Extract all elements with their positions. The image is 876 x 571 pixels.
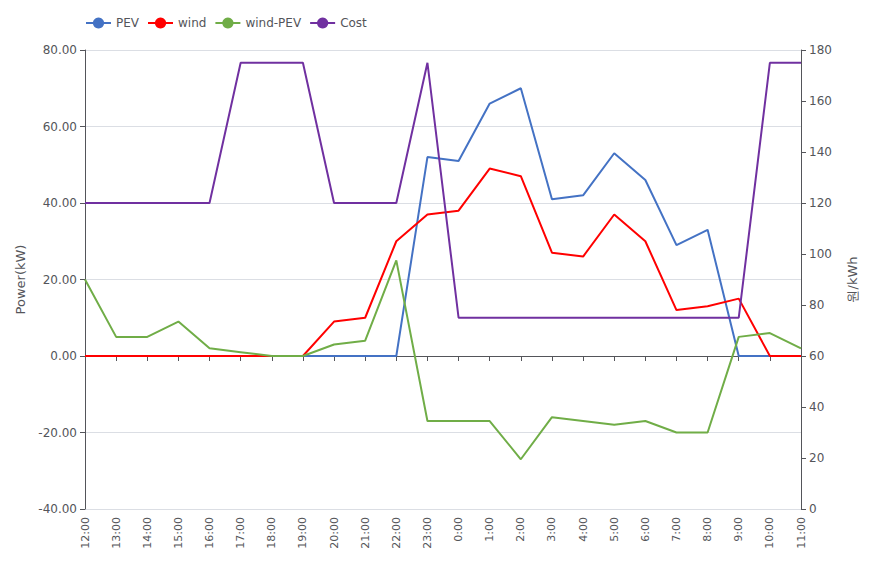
svg-text:13:00: 13:00 — [110, 517, 123, 549]
svg-text:21:00: 21:00 — [359, 517, 372, 549]
svg-text:wind: wind — [178, 16, 206, 30]
svg-text:40: 40 — [809, 400, 824, 414]
svg-text:8:00: 8:00 — [701, 517, 714, 542]
svg-text:80: 80 — [809, 298, 824, 312]
svg-text:180: 180 — [809, 43, 832, 57]
svg-text:12:00: 12:00 — [79, 517, 92, 549]
svg-text:wind-PEV: wind-PEV — [245, 16, 302, 30]
svg-text:160: 160 — [809, 94, 832, 108]
svg-text:20.00: 20.00 — [43, 273, 77, 287]
svg-text:0: 0 — [809, 502, 817, 516]
svg-text:원/kWh: 원/kWh — [845, 256, 860, 302]
svg-text:3:00: 3:00 — [545, 517, 558, 542]
svg-text:0:00: 0:00 — [452, 517, 465, 542]
svg-text:-40.00: -40.00 — [38, 502, 77, 516]
svg-text:0.00: 0.00 — [50, 349, 77, 363]
svg-text:18:00: 18:00 — [265, 517, 278, 549]
svg-text:PEV: PEV — [116, 16, 140, 30]
svg-text:100: 100 — [809, 247, 832, 261]
svg-text:Power(kW): Power(kW) — [13, 245, 28, 315]
svg-text:16:00: 16:00 — [203, 517, 216, 549]
svg-text:1:00: 1:00 — [483, 517, 496, 542]
svg-text:22:00: 22:00 — [390, 517, 403, 549]
svg-text:5:00: 5:00 — [608, 517, 621, 542]
svg-text:20:00: 20:00 — [328, 517, 341, 549]
svg-text:140: 140 — [809, 145, 832, 159]
svg-text:60: 60 — [809, 349, 824, 363]
svg-text:80.00: 80.00 — [43, 43, 77, 57]
svg-text:4:00: 4:00 — [577, 517, 590, 542]
svg-text:-20.00: -20.00 — [38, 426, 77, 440]
svg-text:6:00: 6:00 — [639, 517, 652, 542]
svg-text:15:00: 15:00 — [172, 517, 185, 549]
svg-text:40.00: 40.00 — [43, 196, 77, 210]
svg-text:23:00: 23:00 — [421, 517, 434, 549]
svg-text:2:00: 2:00 — [514, 517, 527, 542]
svg-text:11:00: 11:00 — [795, 517, 808, 549]
svg-text:17:00: 17:00 — [234, 517, 247, 549]
svg-text:60.00: 60.00 — [43, 120, 77, 134]
svg-text:20: 20 — [809, 451, 824, 465]
svg-text:Cost: Cost — [340, 16, 367, 30]
svg-text:19:00: 19:00 — [296, 517, 309, 549]
svg-text:14:00: 14:00 — [141, 517, 154, 549]
svg-text:7:00: 7:00 — [670, 517, 683, 542]
svg-text:9:00: 9:00 — [732, 517, 745, 542]
svg-text:120: 120 — [809, 196, 832, 210]
svg-text:10:00: 10:00 — [763, 517, 776, 549]
